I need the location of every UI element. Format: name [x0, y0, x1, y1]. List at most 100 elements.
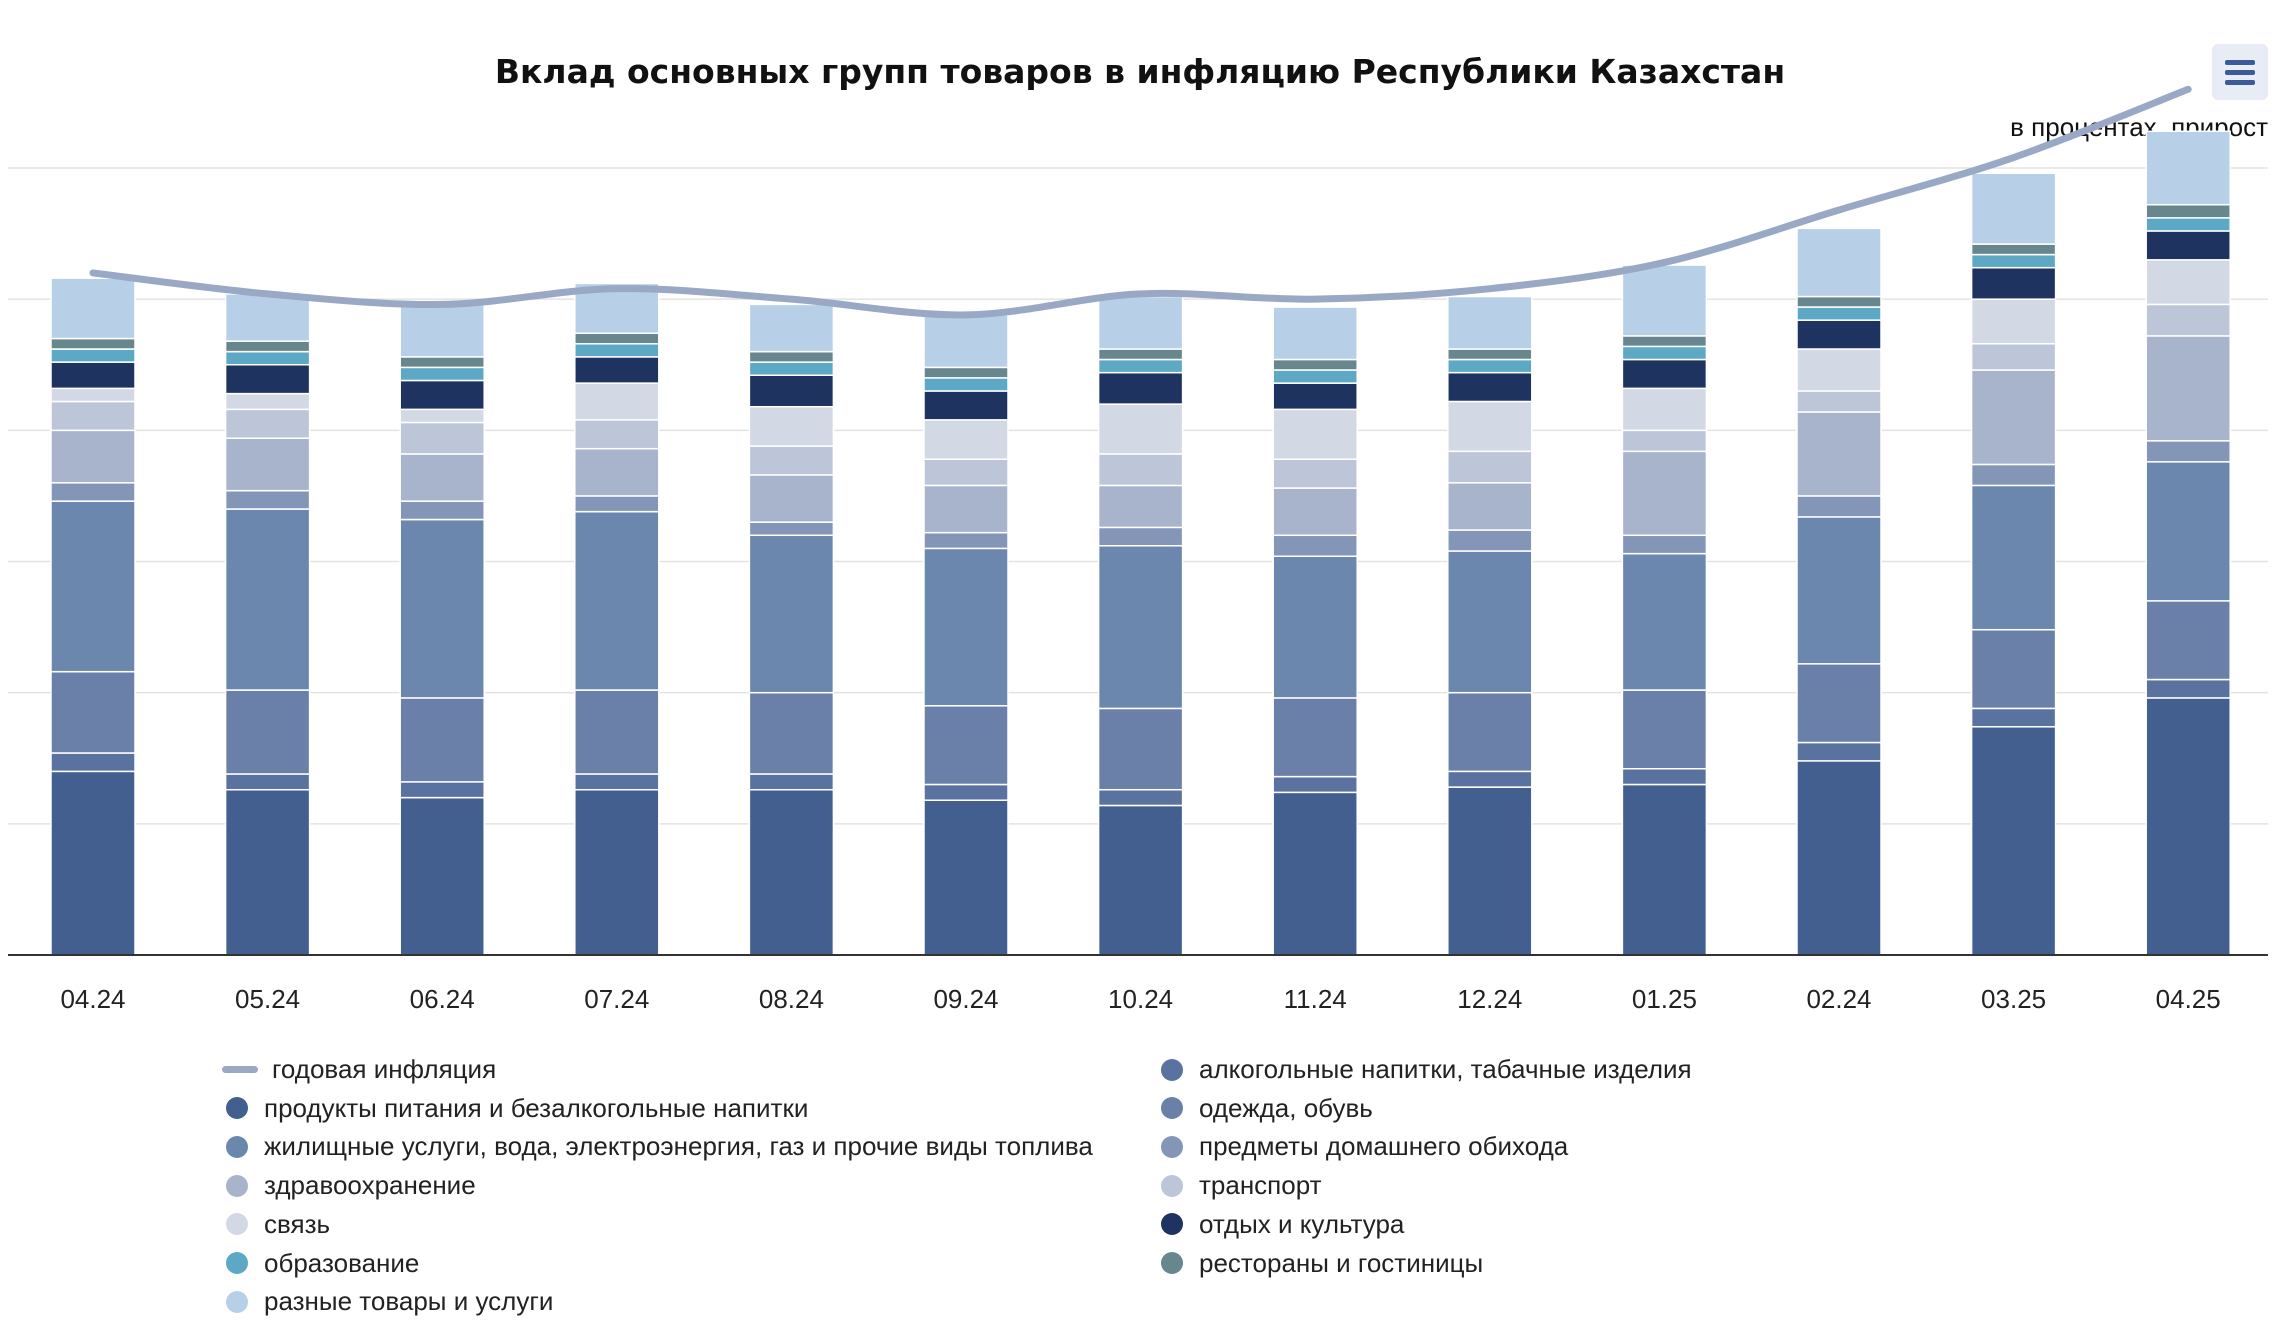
bar-segment	[1621, 783, 1708, 956]
legend-item[interactable]: отдых и культура	[1161, 1209, 1404, 1240]
bar-segment	[2145, 440, 2231, 463]
bar-segment	[1272, 697, 1358, 778]
legend-label: продукты питания и безалкогольные напитк…	[264, 1092, 809, 1123]
bar-segment	[1621, 429, 1708, 453]
legend-label: транспорт	[1199, 1170, 1322, 1201]
hamburger-menu-icon[interactable]	[2212, 44, 2268, 100]
legend-item[interactable]: алкогольные напитки, табачные изделия	[1161, 1054, 1692, 1085]
bar-segment	[1272, 358, 1358, 371]
legend-item[interactable]: связь	[226, 1209, 330, 1240]
legend-item[interactable]: рестораны и гостиницы	[1161, 1248, 1483, 1279]
bar-segment	[1970, 726, 2057, 956]
x-tick-label: 09.24	[933, 984, 998, 1014]
bar-segment	[574, 382, 660, 421]
bar-segment	[50, 482, 136, 502]
bar-segment	[1621, 264, 1708, 337]
legend-item[interactable]: годовая инфляция	[222, 1054, 496, 1085]
x-tick-label: 04.25	[2156, 984, 2221, 1014]
legend-marker	[226, 1097, 248, 1120]
bar-segment	[1097, 804, 1184, 956]
bar-segment	[399, 796, 485, 956]
bar-segment	[50, 670, 136, 754]
bar-segment	[748, 474, 835, 523]
bar-segment	[574, 495, 660, 513]
x-tick-label: 11.24	[1284, 984, 1347, 1014]
bar-segment	[748, 350, 835, 363]
bar-segment	[1796, 319, 1882, 350]
bar-segment	[748, 773, 835, 791]
bar-segment	[748, 303, 835, 353]
bar-segment	[1970, 243, 2057, 256]
bar-segment	[399, 379, 485, 411]
legend-item[interactable]: образование	[226, 1248, 419, 1279]
bar-segment	[1272, 555, 1358, 699]
bar-segment	[1621, 387, 1708, 432]
bar-segment	[1097, 484, 1184, 529]
bar-segment	[748, 374, 835, 408]
bar-segment	[50, 387, 136, 403]
legend: годовая инфляция продукты питания и безал…	[0, 1048, 2295, 1318]
bar-segment	[224, 350, 311, 366]
legend-marker	[1161, 1097, 1183, 1120]
bar-segment	[1097, 526, 1184, 547]
legend-item[interactable]: продукты питания и безалкогольные напитк…	[226, 1093, 808, 1124]
legend-label: алкогольные напитки, табачные изделия	[1199, 1054, 1692, 1084]
bar-segment	[224, 293, 311, 342]
bar-segment	[399, 421, 485, 455]
bar-segment	[1272, 306, 1358, 361]
bar-segment	[1272, 534, 1358, 558]
bar-segment	[1447, 358, 1533, 374]
bar-segment	[923, 377, 1009, 392]
bar-segment	[50, 752, 136, 773]
bar-segment	[399, 697, 485, 783]
bar-segment	[50, 277, 136, 340]
bar-segment	[2145, 259, 2231, 306]
bar-segment	[923, 531, 1009, 550]
x-tick-label: 02.24	[1806, 984, 1871, 1014]
inflation-line	[89, 85, 2192, 319]
legend-marker	[226, 1135, 248, 1158]
legend-item[interactable]: здравоохранение	[226, 1170, 476, 1201]
bar-segment	[1272, 791, 1358, 956]
bar-segment	[1272, 487, 1358, 537]
bar-segment	[1097, 358, 1184, 374]
bar-segment	[748, 788, 835, 956]
bar-segment	[748, 405, 835, 447]
bar-segment	[224, 437, 311, 492]
bar-segment	[399, 356, 485, 369]
bar-segment	[50, 337, 136, 350]
legend-item[interactable]: жилищные услуги, вода, электроэнергия, г…	[226, 1131, 1093, 1162]
bar-segment	[1621, 358, 1708, 390]
bar-segment	[50, 361, 136, 390]
bar-segment	[1272, 382, 1358, 411]
x-tick-label: 05.24	[235, 984, 300, 1014]
bar-segment	[224, 489, 311, 510]
legend-item[interactable]: разные товары и услуги	[226, 1286, 553, 1317]
x-tick-label: 01.25	[1632, 984, 1697, 1014]
bar-segment	[1447, 400, 1533, 453]
bar-segment	[1272, 408, 1358, 460]
bar-segment	[574, 447, 660, 497]
legend-marker	[226, 1252, 248, 1274]
legend-item[interactable]: предметы домашнего обихода	[1161, 1131, 1568, 1162]
legend-item[interactable]: транспорт	[1161, 1170, 1322, 1201]
bar-segment	[574, 356, 660, 384]
bar-segment	[399, 366, 485, 382]
bar-segment	[1447, 550, 1533, 694]
bar-segment	[1970, 343, 2057, 371]
legend-marker	[1161, 1174, 1183, 1197]
bar-segment	[399, 303, 485, 358]
bar-segment	[1970, 266, 2057, 300]
bar-segment	[1796, 411, 1882, 497]
x-tick-label: 12.24	[1457, 984, 1522, 1014]
legend-marker	[226, 1174, 248, 1197]
bar-segment	[399, 408, 485, 424]
legend-item[interactable]: одежда, обувь	[1161, 1093, 1373, 1124]
legend-marker	[1161, 1252, 1183, 1274]
bar-segment	[923, 547, 1009, 707]
legend-label: отдых и культура	[1199, 1208, 1405, 1239]
bar-segment	[2145, 230, 2231, 261]
bar-segment	[923, 419, 1009, 460]
bar-segment	[1970, 628, 2057, 710]
legend-label: годовая инфляция	[272, 1054, 497, 1084]
